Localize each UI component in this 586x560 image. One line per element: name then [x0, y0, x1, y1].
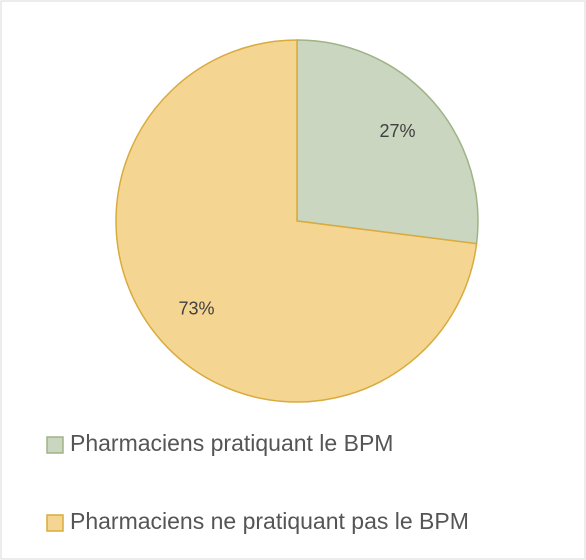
legend-label: Pharmaciens ne pratiquant pas le BPM [70, 508, 469, 534]
data-label: 27% [379, 121, 415, 141]
pie-slice [296, 39, 479, 245]
legend-swatch [46, 436, 64, 454]
legend-swatch [46, 514, 64, 532]
legend-label: Pharmaciens pratiquant le BPM [70, 430, 393, 456]
pie-slice [115, 39, 478, 403]
data-label: 73% [179, 298, 215, 318]
